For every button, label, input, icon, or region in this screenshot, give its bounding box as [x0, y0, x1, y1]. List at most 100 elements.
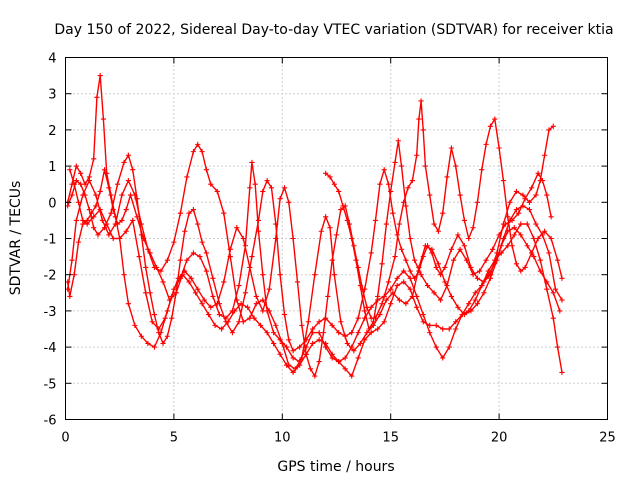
- x-tick-label: 25: [599, 431, 616, 446]
- plus-marker: [84, 217, 90, 223]
- plus-marker: [524, 243, 530, 249]
- plus-marker: [73, 177, 79, 184]
- plus-marker: [533, 221, 539, 227]
- x-tick-label: 20: [491, 431, 508, 446]
- plus-marker: [364, 330, 370, 336]
- plus-marker: [197, 254, 203, 260]
- plus-marker: [177, 210, 184, 216]
- plus-marker: [461, 243, 468, 249]
- plus-marker: [418, 98, 424, 104]
- plus-marker: [100, 116, 107, 122]
- plus-marker: [349, 235, 355, 242]
- plus-marker: [69, 257, 75, 263]
- plus-marker: [294, 279, 301, 285]
- plus-marker: [355, 330, 361, 336]
- plus-marker: [238, 301, 244, 307]
- plus-marker: [316, 319, 322, 325]
- plus-marker: [433, 264, 439, 271]
- plus-marker: [123, 228, 129, 234]
- plus-marker: [110, 206, 116, 213]
- plus-marker: [320, 330, 327, 336]
- plus-marker: [409, 177, 415, 184]
- plus-marker: [351, 348, 357, 354]
- plus-marker: [403, 257, 409, 263]
- plus-marker: [82, 192, 88, 198]
- plus-marker: [424, 243, 431, 249]
- plus-marker: [513, 261, 520, 267]
- plus-marker: [284, 344, 290, 350]
- plus-marker: [420, 311, 426, 318]
- plus-marker: [487, 123, 494, 129]
- plus-marker: [539, 177, 546, 184]
- plus-marker: [440, 355, 446, 361]
- plus-marker: [177, 257, 184, 263]
- y-tick-label: 1: [48, 160, 56, 175]
- plus-marker: [405, 185, 411, 191]
- plus-marker: [461, 217, 468, 223]
- plus-marker: [67, 167, 73, 173]
- plus-marker: [316, 358, 322, 365]
- plus-marker: [364, 304, 370, 310]
- plus-marker: [164, 257, 170, 263]
- plus-marker: [307, 366, 314, 372]
- plus-marker: [143, 290, 149, 296]
- plus-marker: [388, 286, 394, 292]
- plus-marker: [394, 275, 400, 281]
- plus-marker: [94, 94, 100, 100]
- plus-marker: [401, 268, 407, 274]
- plus-marker: [108, 210, 114, 216]
- plus-marker: [474, 301, 481, 307]
- plus-marker: [327, 174, 333, 180]
- plus-marker: [258, 322, 264, 328]
- plus-marker: [221, 210, 227, 216]
- y-tick-label: 4: [48, 52, 56, 67]
- plus-marker: [175, 275, 181, 281]
- series-trace: [67, 75, 563, 378]
- y-tick-label: -2: [44, 269, 57, 284]
- plus-marker: [555, 257, 561, 263]
- plus-marker: [67, 293, 73, 300]
- plus-marker: [368, 304, 374, 310]
- plus-marker: [398, 163, 405, 169]
- plus-marker: [242, 290, 249, 296]
- plus-marker: [73, 217, 79, 223]
- plus-marker: [381, 319, 387, 325]
- series-trace: [325, 140, 552, 331]
- plus-marker: [444, 282, 450, 289]
- plus-marker: [240, 319, 246, 325]
- plus-marker: [271, 330, 277, 336]
- plus-marker: [381, 293, 387, 300]
- series-trace: [67, 125, 554, 352]
- plus-marker: [516, 210, 522, 216]
- plus-marker: [195, 221, 201, 227]
- plus-marker: [305, 319, 311, 325]
- plus-marker: [201, 297, 207, 303]
- plus-marker: [481, 290, 487, 296]
- plus-marker: [240, 235, 246, 242]
- plus-marker: [513, 206, 520, 213]
- plus-marker: [520, 192, 526, 198]
- plus-marker: [450, 257, 457, 263]
- axis-ticks: [65, 57, 608, 420]
- plus-marker: [75, 199, 82, 205]
- plus-marker: [297, 362, 303, 368]
- plus-marker: [496, 232, 502, 238]
- plus-marker: [225, 319, 231, 325]
- plus-marker: [474, 199, 481, 205]
- plus-marker: [93, 192, 99, 198]
- plus-marker: [80, 221, 86, 227]
- plus-marker: [505, 214, 511, 220]
- plus-marker: [483, 257, 489, 263]
- plus-marker: [440, 210, 446, 216]
- plus-marker: [156, 326, 162, 332]
- plus-marker: [518, 268, 524, 274]
- plus-marker: [281, 185, 288, 191]
- plus-marker: [106, 232, 112, 238]
- plus-marker: [492, 116, 498, 122]
- plus-marker: [403, 203, 409, 209]
- plus-marker: [97, 206, 103, 213]
- plus-marker: [268, 185, 275, 191]
- y-tick-label: -4: [44, 341, 57, 356]
- plus-marker: [340, 203, 346, 209]
- plus-marker: [455, 304, 461, 310]
